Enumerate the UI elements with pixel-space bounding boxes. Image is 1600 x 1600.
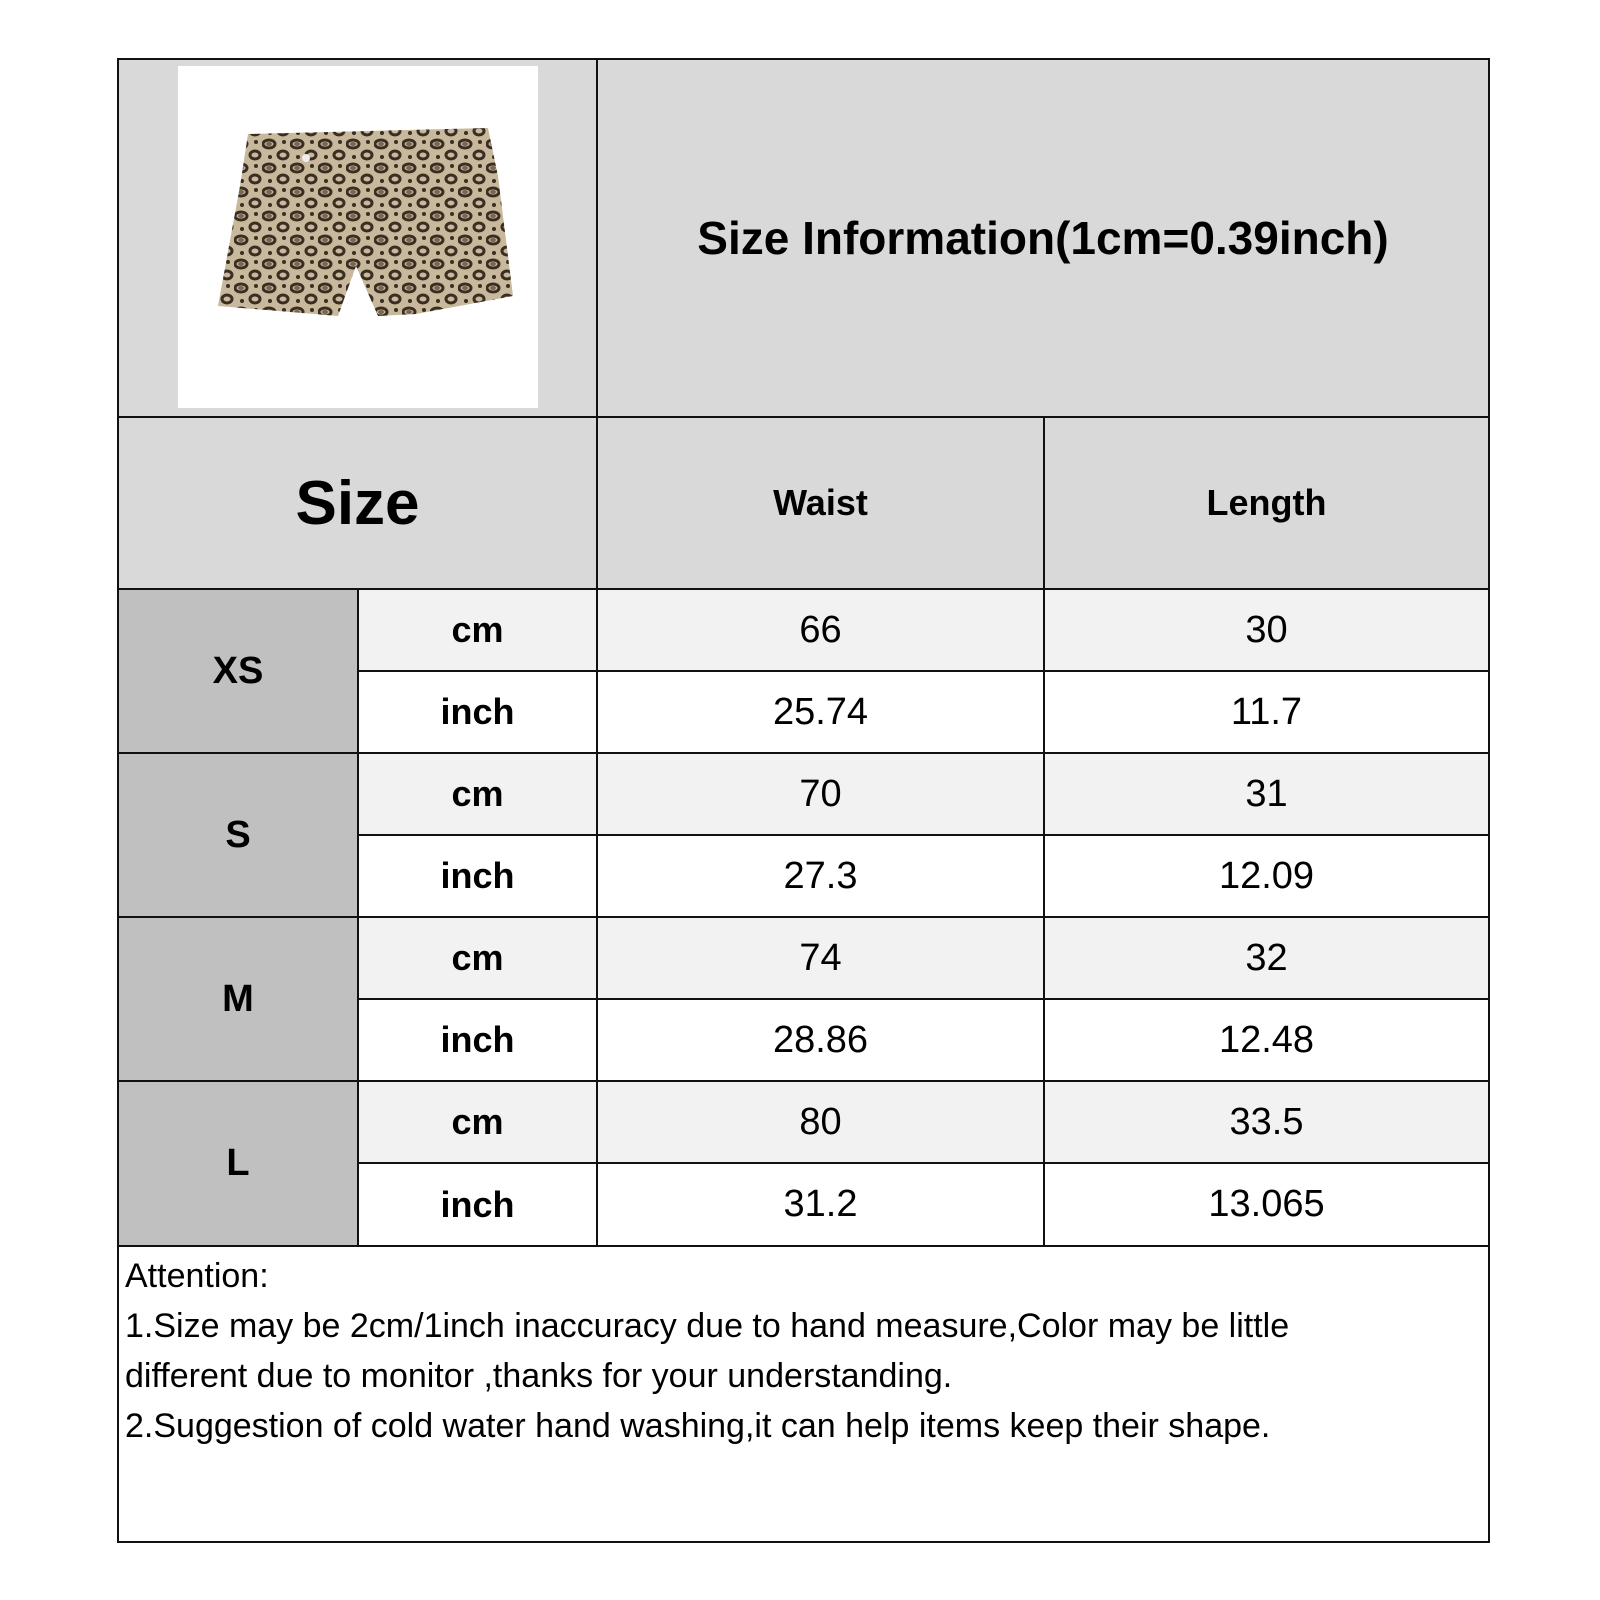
length-header: Length <box>1045 418 1490 590</box>
unit-inch: inch <box>359 1000 598 1082</box>
waist-inch: 28.86 <box>598 1000 1045 1082</box>
length-cm: 32 <box>1045 918 1490 1000</box>
size-label-l: L <box>119 1082 359 1247</box>
waist-cm: 70 <box>598 754 1045 836</box>
shorts-shape <box>218 128 513 316</box>
product-image-cell <box>119 60 598 418</box>
length-inch: 11.7 <box>1045 672 1490 754</box>
size-chart-table: Size Information(1cm=0.39inch) Size Wais… <box>117 58 1490 1543</box>
size-header: Size <box>119 418 598 590</box>
note-line-1: 1.Size may be 2cm/1inch inaccuracy due t… <box>125 1307 1290 1345</box>
waist-header: Waist <box>598 418 1045 590</box>
unit-inch: inch <box>359 672 598 754</box>
unit-cm: cm <box>359 754 598 836</box>
waist-inch: 31.2 <box>598 1164 1045 1247</box>
note-line-2: different due to monitor ,thanks for you… <box>125 1357 953 1395</box>
notes-heading: Attention: <box>125 1257 269 1295</box>
note-line-3: 2.Suggestion of cold water hand washing,… <box>125 1407 1271 1445</box>
unit-cm: cm <box>359 918 598 1000</box>
waist-cm: 66 <box>598 590 1045 672</box>
button-icon <box>302 154 310 162</box>
length-inch: 12.09 <box>1045 836 1490 918</box>
size-label-s: S <box>119 754 359 918</box>
unit-cm: cm <box>359 1082 598 1164</box>
size-information-title: Size Information(1cm=0.39inch) <box>598 60 1490 418</box>
waist-inch: 25.74 <box>598 672 1045 754</box>
unit-inch: inch <box>359 1164 598 1247</box>
product-image <box>178 66 538 408</box>
length-cm: 31 <box>1045 754 1490 836</box>
waist-inch: 27.3 <box>598 836 1045 918</box>
size-label-xs: XS <box>119 590 359 754</box>
size-label-m: M <box>119 918 359 1082</box>
leopard-shorts-image <box>218 128 513 316</box>
length-inch: 12.48 <box>1045 1000 1490 1082</box>
attention-notes: Attention: 1.Size may be 2cm/1inch inacc… <box>119 1247 1488 1541</box>
length-cm: 33.5 <box>1045 1082 1490 1164</box>
unit-cm: cm <box>359 590 598 672</box>
waist-cm: 80 <box>598 1082 1045 1164</box>
unit-inch: inch <box>359 836 598 918</box>
length-cm: 30 <box>1045 590 1490 672</box>
length-inch: 13.065 <box>1045 1164 1490 1247</box>
waist-cm: 74 <box>598 918 1045 1000</box>
